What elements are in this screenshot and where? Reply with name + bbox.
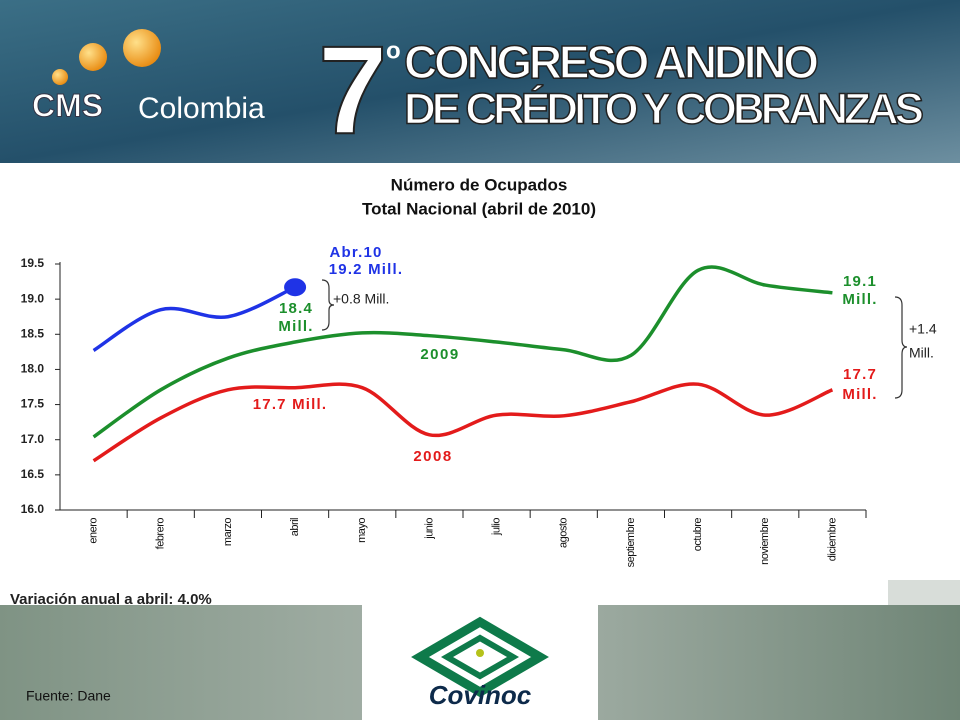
y-tick-label: 16.5 (21, 467, 45, 481)
x-tick-label: junio (423, 518, 435, 540)
x-tick-label: marzo (222, 518, 234, 546)
annotation: Mill. (842, 386, 877, 403)
series-line (92, 382, 834, 463)
annotation: Mill. (842, 291, 877, 308)
annotation: 17.7 (843, 366, 877, 383)
x-tick-label: noviembre (759, 518, 771, 565)
x-tick-label: agosto (558, 518, 570, 548)
logo-orb (123, 29, 161, 67)
annotation: Mill. (278, 318, 313, 335)
logo-diamond (411, 616, 549, 698)
note: Variación anual a abril: 4.0% (10, 591, 212, 608)
footer-logo: Covinoc (429, 680, 532, 710)
title-line2: DE CRÉDITO Y COBRANZAS (404, 84, 924, 134)
annotation: 17.7 Mill. (253, 396, 328, 413)
x-tick-label: mayo (356, 518, 368, 543)
x-tick-label: abril (289, 518, 301, 536)
title-line1: CONGRESO ANDINO (404, 36, 819, 88)
logo-orb (52, 69, 68, 85)
chart-bg (0, 163, 960, 605)
degree: o (386, 37, 401, 64)
y-tick-label: 17.5 (21, 397, 45, 411)
y-tick-label: 19.0 (21, 291, 45, 305)
series-label: 2008 (413, 448, 452, 465)
logo-diamond (440, 634, 520, 680)
x-tick-label: octubre (692, 518, 704, 552)
chart-title: Número de Ocupados (391, 175, 568, 194)
edition: 7 (318, 21, 388, 160)
x-tick-label: enero (87, 518, 99, 544)
bracket (894, 296, 908, 399)
chart-subtitle: Total Nacional (abril de 2010) (362, 199, 596, 218)
brand-sub: Colombia (138, 92, 265, 125)
y-tick-label: 17.0 (21, 432, 45, 446)
annotation: Mill. (909, 345, 934, 361)
x-tick-label: septiembre (625, 518, 637, 568)
annotation: +1.4 (909, 321, 937, 337)
y-tick-label: 18.0 (21, 362, 45, 376)
y-tick-label: 19.5 (21, 256, 45, 270)
series-line (92, 265, 833, 439)
bracket (321, 279, 335, 331)
footer-edge (888, 580, 960, 605)
series-label: 2009 (420, 346, 459, 363)
logo-dot (476, 649, 484, 657)
annotation: Abr.10 (329, 244, 382, 261)
annotation: 19.2 Mill. (329, 261, 404, 278)
end-marker (284, 278, 307, 297)
header-bg (0, 0, 960, 163)
annotation: +0.8 Mill. (333, 291, 389, 307)
x-tick-label: febrero (155, 518, 167, 550)
source: Fuente: Dane (26, 688, 111, 704)
x-tick-label: diciembre (826, 518, 838, 562)
annotation: 19.1 (843, 273, 877, 290)
brand: CMS (32, 87, 103, 123)
logo-orb (79, 43, 107, 71)
series-line (92, 285, 296, 352)
y-tick-label: 16.0 (21, 502, 45, 516)
x-tick-label: julio (490, 518, 502, 536)
y-tick-label: 18.5 (21, 326, 45, 340)
annotation: 18.4 (279, 300, 313, 317)
